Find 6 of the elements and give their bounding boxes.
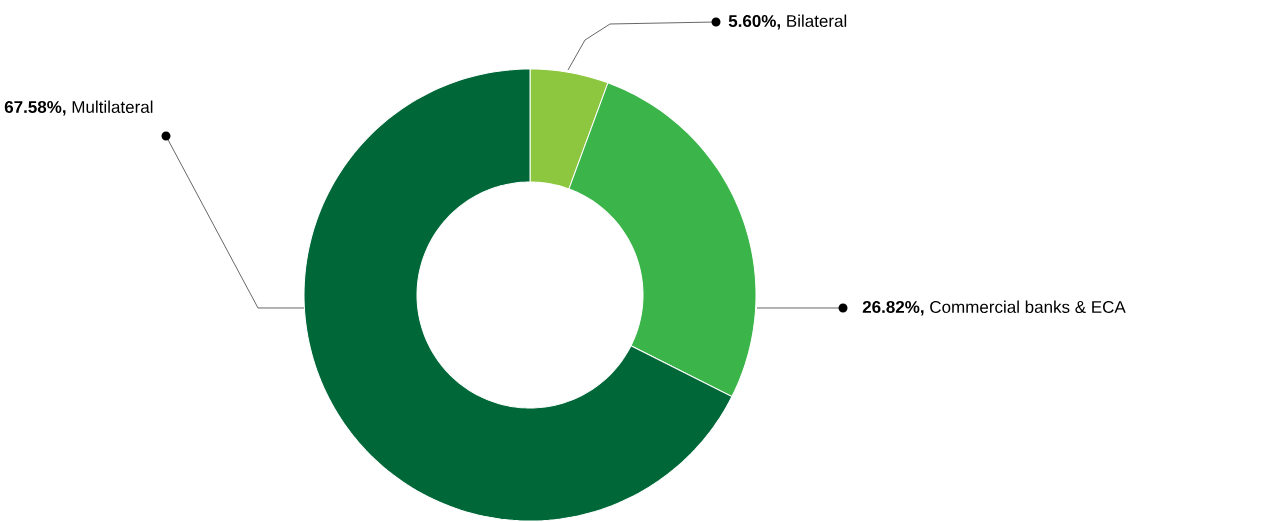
data-label: 26.82%, (862, 300, 924, 316)
slice-label: Bilateral (787, 14, 847, 28)
data-label: 5.60%, (728, 14, 780, 30)
slice-label: Commercial banks & ECA (930, 300, 1126, 314)
data-label: 67.58%, (4, 100, 66, 116)
slice-label: Multilateral (72, 100, 153, 114)
